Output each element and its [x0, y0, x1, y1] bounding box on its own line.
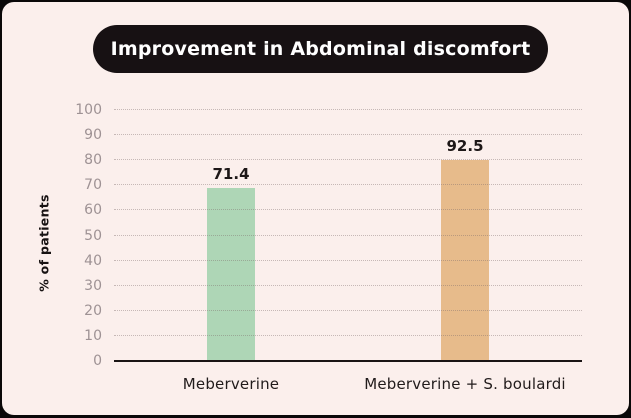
bar-value-label: 92.5	[446, 137, 484, 156]
gridline-60	[114, 209, 582, 211]
y-tick-label-80: 80	[84, 152, 102, 169]
y-tick-label-90: 90	[84, 127, 102, 144]
x-axis-line	[114, 360, 582, 362]
gridline-50	[114, 234, 582, 236]
y-tick-label-70: 70	[84, 177, 102, 194]
y-tick-label-10: 10	[84, 327, 102, 344]
gridline-90	[114, 134, 582, 136]
y-tick-label-40: 40	[84, 252, 102, 269]
y-tick-label-0: 0	[93, 353, 102, 369]
chart-title: Improvement in Abdominal discomfort	[110, 38, 531, 60]
bar-meberverine-s-boulardi	[441, 160, 489, 361]
gridline-70	[114, 184, 582, 186]
y-axis-title: % of patients	[36, 194, 52, 292]
gridline-30	[114, 284, 582, 286]
y-tick-label-30: 30	[84, 277, 102, 294]
x-category-label: Meberverine	[182, 375, 280, 393]
chart-title-pill: Improvement in Abdominal discomfort	[93, 25, 548, 73]
gridline-80	[114, 159, 582, 161]
y-tick-label-100: 100	[75, 102, 102, 118]
gridline-10	[114, 334, 582, 336]
y-tick-label-50: 50	[84, 227, 102, 244]
x-category-label: Meberverine + S. boulardi	[364, 375, 566, 393]
gridline-100	[114, 109, 582, 110]
y-tick-label-20: 20	[84, 302, 102, 319]
gridline-40	[114, 259, 582, 261]
y-tick-label-60: 60	[84, 202, 102, 219]
bar-value-label: 71.4	[212, 164, 250, 183]
gridline-20	[114, 309, 582, 311]
bar-meberverine	[207, 187, 255, 361]
